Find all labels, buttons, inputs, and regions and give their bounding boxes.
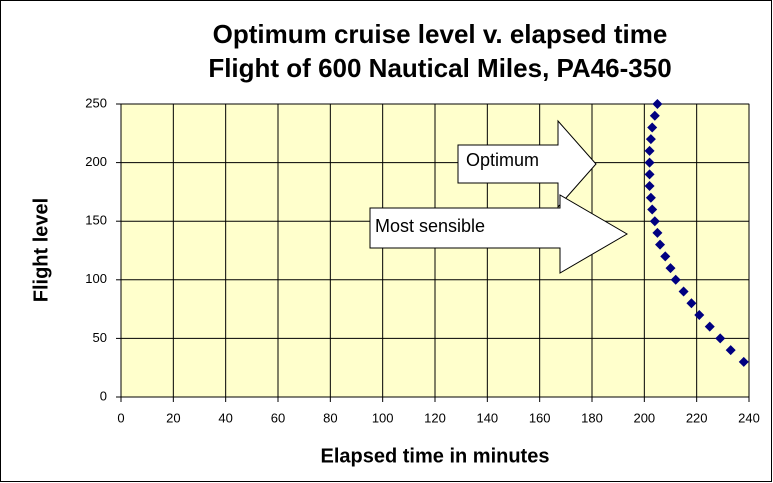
data-point (644, 157, 655, 168)
y-tick-label: 150 (85, 213, 107, 228)
x-tick-label: 60 (271, 410, 285, 425)
data-point (704, 321, 715, 332)
data-point (647, 122, 658, 133)
data-point (738, 356, 749, 367)
data-point (655, 239, 666, 250)
data-point (652, 99, 663, 109)
x-axis-title: Elapsed time in minutes (321, 445, 550, 467)
data-point (645, 192, 656, 203)
data-point (686, 298, 697, 309)
data-point (649, 216, 660, 227)
data-point (649, 110, 660, 121)
x-tick-label: 100 (372, 410, 394, 425)
y-tick-label: 0 (100, 388, 107, 403)
x-tick-label: 240 (738, 410, 760, 425)
data-point (660, 251, 671, 262)
x-tick-label: 120 (424, 410, 446, 425)
x-tick-label: 200 (633, 410, 655, 425)
data-point (715, 333, 726, 344)
data-point (645, 134, 656, 145)
data-point (652, 227, 663, 238)
annotation: Optimum (466, 150, 539, 170)
x-tick-label: 220 (686, 410, 708, 425)
data-point (647, 204, 658, 215)
chart-title: Optimum cruise level v. elapsed time (213, 19, 668, 49)
annotation-arrow (457, 119, 597, 209)
y-tick-label: 50 (93, 330, 107, 345)
data-point (670, 274, 681, 285)
x-tick-label: 180 (581, 410, 603, 425)
x-tick-label: 140 (476, 410, 498, 425)
x-tick-label: 0 (117, 410, 124, 425)
data-point (644, 181, 655, 192)
y-tick-label: 100 (85, 271, 107, 286)
x-tick-label: 20 (166, 410, 180, 425)
data-point (644, 169, 655, 180)
x-tick-label: 80 (323, 410, 337, 425)
x-tick-label: 40 (218, 410, 232, 425)
y-tick-label: 250 (85, 95, 107, 110)
data-point (665, 263, 676, 274)
y-tick-label: 200 (85, 154, 107, 169)
data-point (725, 345, 736, 356)
x-tick-label: 160 (529, 410, 551, 425)
annotation-arrow (369, 194, 628, 274)
data-point (678, 286, 689, 297)
chart-subtitle: Flight of 600 Nautical Miles, PA46-350 (208, 53, 671, 83)
annotation: Most sensible (375, 216, 485, 236)
data-point (644, 145, 655, 156)
y-axis-title: Flight level (30, 198, 52, 302)
data-point (694, 309, 705, 320)
